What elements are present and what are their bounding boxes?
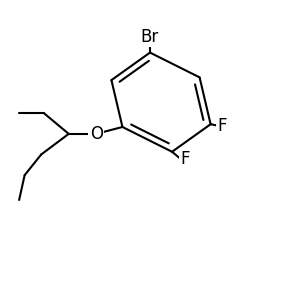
Text: F: F (218, 117, 227, 135)
Text: F: F (180, 150, 190, 168)
Text: O: O (90, 125, 103, 143)
Text: Br: Br (141, 28, 159, 46)
